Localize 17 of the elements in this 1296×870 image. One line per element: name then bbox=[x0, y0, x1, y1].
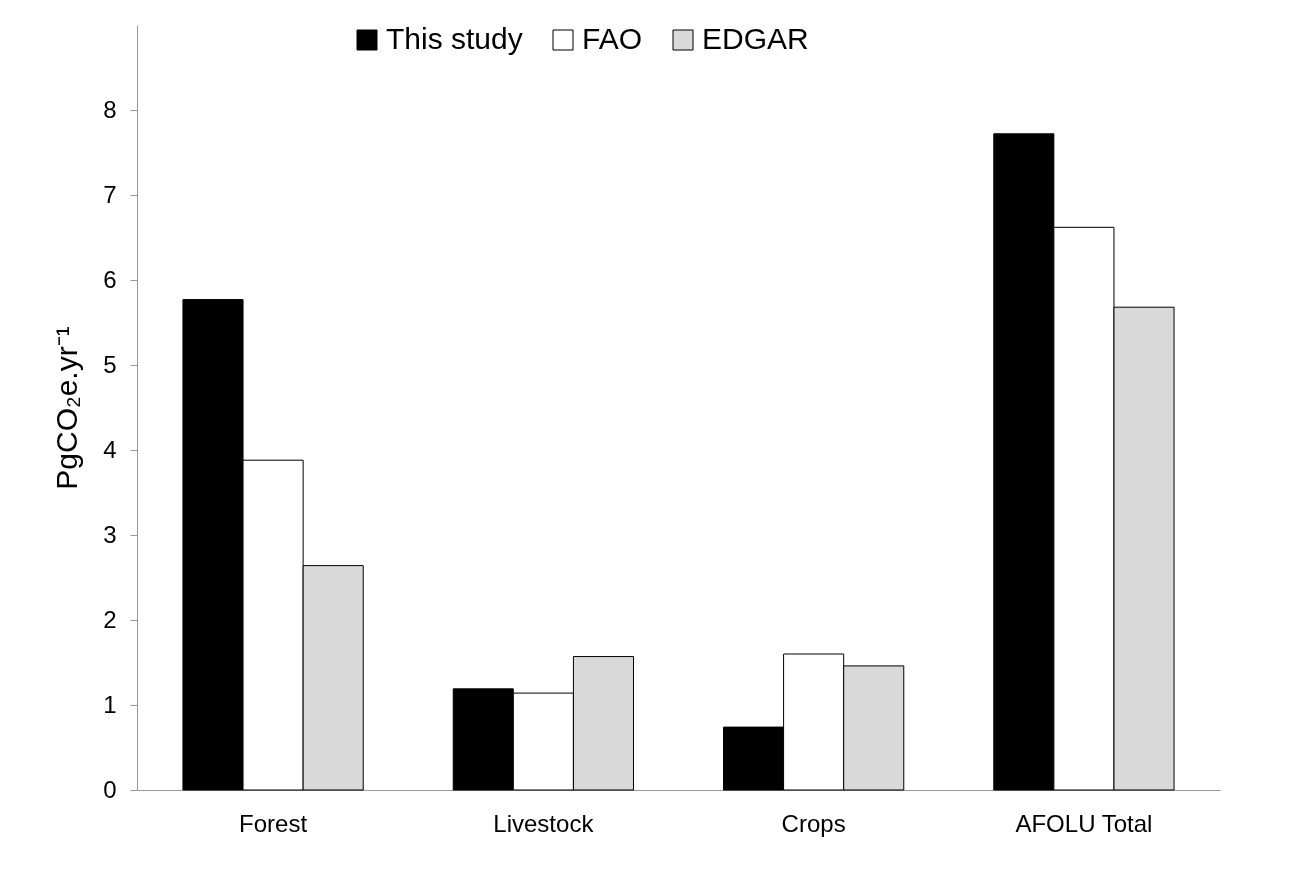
y-axis-title: PgCO₂e.yr⁻¹ bbox=[50, 326, 84, 490]
y-tick-label: 0 bbox=[103, 775, 117, 803]
x-tick-label: Forest bbox=[239, 809, 308, 837]
legend-label: EDGAR bbox=[702, 22, 809, 55]
x-tick-label: Livestock bbox=[493, 809, 595, 837]
y-tick-label: 6 bbox=[103, 265, 117, 293]
x-tick-label: Crops bbox=[781, 809, 846, 837]
legend-label: FAO bbox=[582, 22, 643, 55]
y-tick-label: 5 bbox=[103, 350, 117, 378]
y-tick-label: 4 bbox=[103, 435, 117, 463]
x-tick-label: AFOLU Total bbox=[1015, 809, 1153, 837]
y-tick-label: 8 bbox=[103, 95, 117, 123]
y-tick-label: 7 bbox=[103, 180, 117, 208]
y-tick-label: 2 bbox=[103, 605, 117, 633]
y-tick-label: 3 bbox=[103, 520, 117, 548]
legend-label: This study bbox=[386, 22, 523, 55]
y-tick-label: 1 bbox=[103, 690, 117, 718]
